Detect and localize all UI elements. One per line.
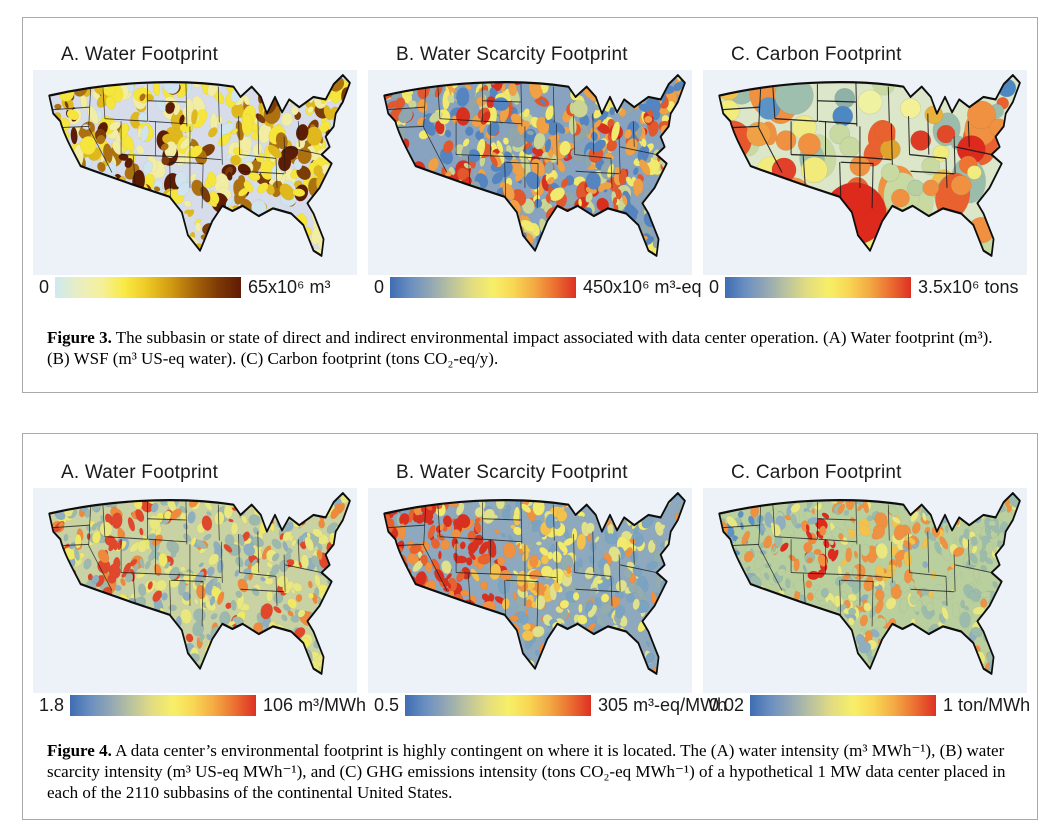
panel-title: A. Water Footprint	[61, 462, 219, 483]
figure4-caption-text: A data center’s environmental footprint …	[47, 741, 1006, 803]
colorbar-max-label: 106 m³/MWh	[263, 695, 367, 715]
panel-title: C. Carbon Footprint	[731, 44, 902, 65]
figure4-panel-a: A. Water Footprint 1.8 106 m³/MWh	[31, 434, 366, 716]
colorbar-min-label: 0.02	[709, 695, 745, 715]
colorbar-gradient	[390, 277, 577, 298]
panel-title: A. Water Footprint	[61, 44, 219, 65]
colorbar-gradient	[55, 277, 242, 298]
colorbar-min-label: 0	[374, 277, 385, 297]
colorbar: 1.8 106 m³/MWh	[39, 695, 366, 716]
colorbar-gradient	[725, 277, 912, 298]
panel-title: C. Carbon Footprint	[731, 462, 902, 483]
us-choropleth-map	[703, 70, 1027, 275]
figure4-caption-label: Figure 4.	[47, 741, 112, 760]
figure3-caption: Figure 3. The subbasin or state of direc…	[47, 327, 1015, 369]
colorbar-max-label: 3.5x10⁶ tons	[918, 277, 1019, 297]
figure4-panel-b: B. Water Scarcity Footprint 0.5 305 m³-e…	[366, 434, 727, 716]
colorbar-gradient	[405, 695, 592, 716]
colorbar: 0.02 1 ton/MWh	[709, 695, 1036, 716]
colorbar: 0 450x10⁶ m³-eq	[374, 277, 701, 298]
figure3-panels: A. Water Footprint 0 65x10⁶ m³ B. Water …	[23, 18, 1037, 298]
us-choropleth-map	[368, 488, 692, 693]
colorbar-max-label: 65x10⁶ m³	[248, 277, 331, 297]
colorbar-min-label: 1.8	[39, 695, 65, 715]
us-choropleth-map	[33, 488, 357, 693]
panel-title: B. Water Scarcity Footprint	[396, 462, 628, 483]
panel-title: B. Water Scarcity Footprint	[396, 44, 628, 65]
figure3-panel-a: A. Water Footprint 0 65x10⁶ m³	[31, 18, 366, 298]
us-choropleth-map	[368, 70, 692, 275]
colorbar-min-label: 0.5	[374, 695, 400, 715]
figure4-panels: A. Water Footprint 1.8 106 m³/MWh B. Wat…	[23, 434, 1037, 716]
colorbar: 0 3.5x10⁶ tons	[709, 277, 1036, 298]
colorbar-min-label: 0	[709, 277, 720, 297]
colorbar-max-label: 305 m³-eq/MWh	[598, 695, 728, 715]
colorbar-min-label: 0	[39, 277, 50, 297]
us-choropleth-map	[703, 488, 1027, 693]
colorbar-max-label: 450x10⁶ m³-eq	[583, 277, 702, 297]
colorbar-gradient	[750, 695, 937, 716]
figure3-caption-label: Figure 3.	[47, 328, 112, 347]
figure3-caption-text: The subbasin or state of direct and indi…	[47, 328, 993, 369]
colorbar: 0 65x10⁶ m³	[39, 277, 366, 298]
us-choropleth-map	[33, 70, 357, 275]
colorbar-gradient	[70, 695, 257, 716]
figure3-box: A. Water Footprint 0 65x10⁶ m³ B. Water …	[22, 17, 1038, 393]
figure4-caption: Figure 4. A data center’s environmental …	[47, 740, 1015, 803]
figure3-panel-c: C. Carbon Footprint 0 3.5x10⁶ tons	[701, 18, 1036, 298]
figure3-panel-b: B. Water Scarcity Footprint 0 450x10⁶ m³…	[366, 18, 701, 298]
colorbar-max-label: 1 ton/MWh	[943, 695, 1031, 715]
figure4-box: A. Water Footprint 1.8 106 m³/MWh B. Wat…	[22, 433, 1038, 820]
figure4-panel-c: C. Carbon Footprint 0.02 1 ton/MWh	[701, 434, 1036, 716]
colorbar: 0.5 305 m³-eq/MWh	[374, 695, 727, 716]
